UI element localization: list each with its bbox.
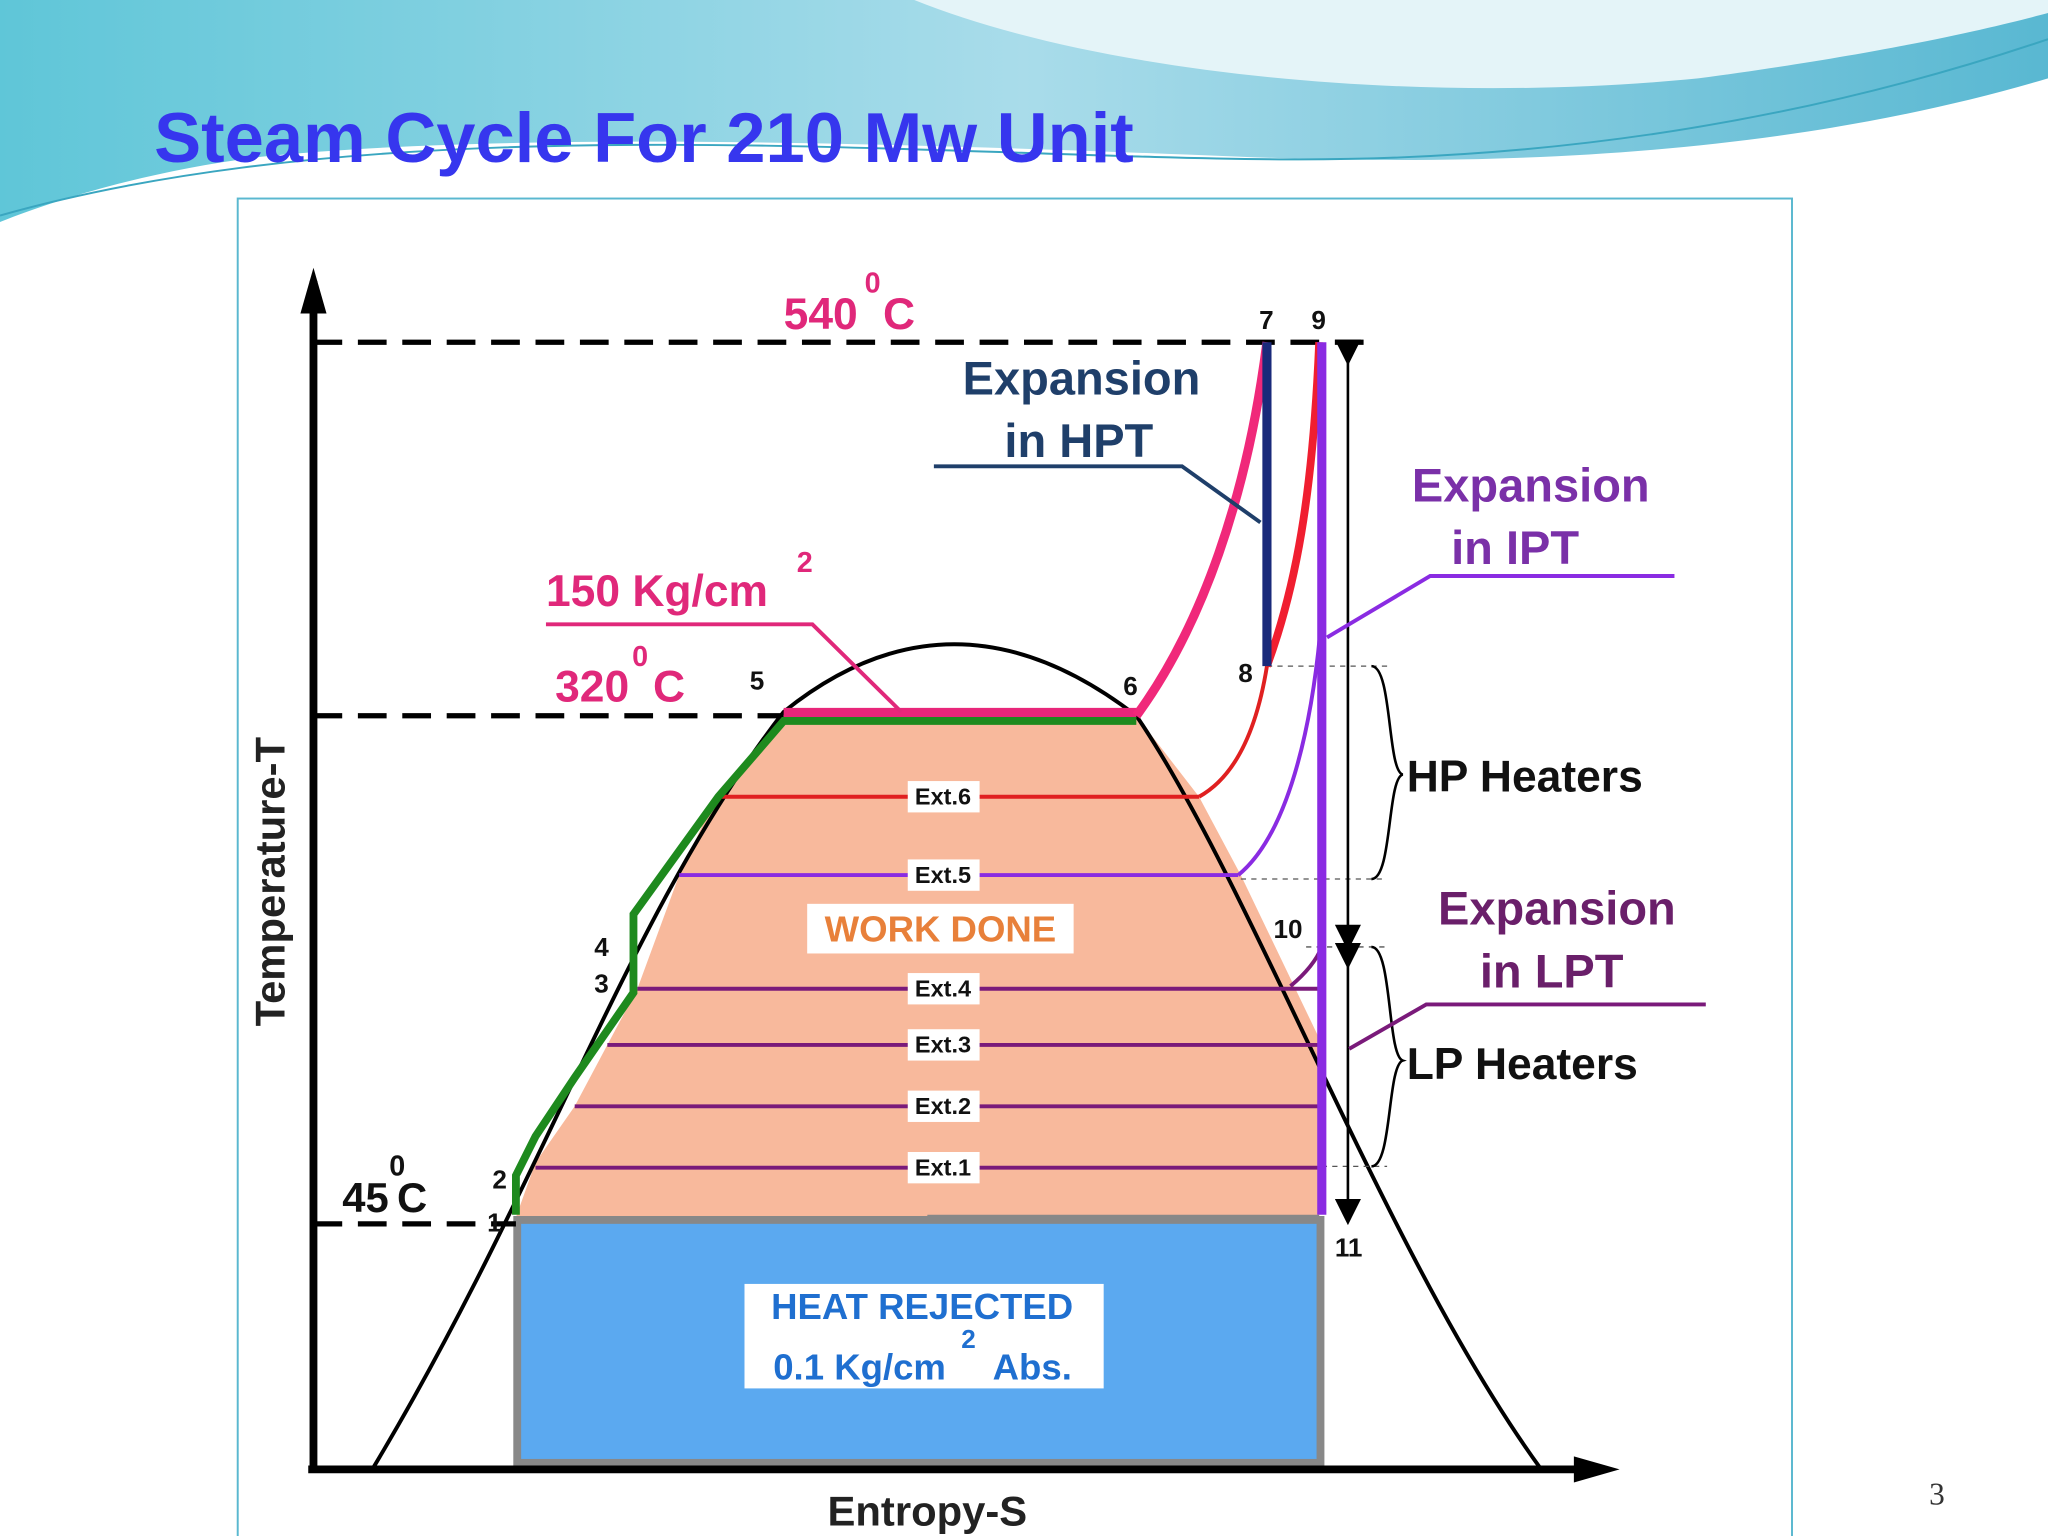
- point-label: 8: [1238, 658, 1253, 688]
- point-label: 6: [1123, 671, 1138, 701]
- ext-label: Ext.3: [915, 1032, 971, 1058]
- ext-bg: [907, 859, 980, 891]
- reheat-curve: [1263, 342, 1324, 668]
- point-label: 7: [1259, 305, 1274, 335]
- hp-extraction-curve: [1198, 665, 1269, 799]
- label-line: Expansion: [1412, 459, 1650, 512]
- ext-bg: [907, 1029, 980, 1061]
- ext-bg: [907, 1090, 980, 1122]
- temp-sup: 0: [865, 268, 881, 300]
- heat-rejected-sup: 2: [961, 1324, 976, 1354]
- point-label: 2: [492, 1165, 507, 1195]
- point-label: 9: [1311, 305, 1326, 335]
- temp-value: 45: [342, 1174, 388, 1221]
- work-done-area: [515, 715, 1320, 1218]
- point-label: 5: [750, 666, 765, 696]
- label-line: in LPT: [1480, 944, 1624, 997]
- work-done-label: WORK DONE: [825, 909, 1057, 950]
- title: Steam Cycle For 210 Mw Unit: [154, 98, 1134, 177]
- temp-sup: 0: [632, 641, 648, 673]
- slide-number: 3: [1929, 1477, 1945, 1512]
- dashed-guides: [313, 339, 1378, 1227]
- x-axis-arrow: [1573, 1456, 1620, 1483]
- ext-bg: [907, 1152, 980, 1184]
- y-axis-label: Temperature-T: [247, 736, 294, 1026]
- ext-bg: [907, 781, 980, 813]
- ext-label: Ext.6: [915, 784, 971, 810]
- lp-heaters-label: LP Heaters: [1407, 1040, 1638, 1089]
- hp-heaters-label: HP Heaters: [1407, 753, 1643, 802]
- point-labels: 1 2 3 4 5 6 7 8 9 10 11: [487, 305, 1362, 1262]
- temperature-45: 45 0 C: [342, 1151, 427, 1222]
- heat-rejected-pressure: 0.1 Kg/cm: [773, 1346, 946, 1387]
- ext-label: Ext.5: [915, 862, 971, 888]
- temp-unit: C: [653, 662, 685, 711]
- point-label: 1: [487, 1208, 502, 1238]
- pressure-sup: 2: [797, 547, 813, 579]
- point-label: 11: [1335, 1232, 1363, 1262]
- temp-unit: C: [883, 290, 915, 339]
- ext-label: Ext.2: [915, 1093, 971, 1119]
- temperature-540: 540 0 C: [784, 268, 915, 340]
- temp-sup: 0: [389, 1151, 405, 1183]
- feed-water-line: [511, 717, 1137, 1215]
- ext-label: Ext.4: [915, 976, 971, 1002]
- pressure-label: 150 Kg/cm: [546, 567, 768, 616]
- heat-rejected-title: HEAT REJECTED: [771, 1286, 1073, 1327]
- temp-value: 320: [555, 662, 629, 711]
- temp-unit: C: [397, 1174, 427, 1221]
- pressure-pointer: [545, 622, 903, 714]
- temperature-320: 320 0 C: [555, 641, 685, 711]
- extraction-labels: Ext.1 Ext.2 Ext.3 Ext.4 Ext.5 Ext.6: [907, 781, 980, 1184]
- ext-bg: [907, 973, 980, 1005]
- label-line: Expansion: [963, 351, 1201, 404]
- ext-label: Ext.1: [915, 1155, 971, 1181]
- x-axis-label: Entropy-S: [828, 1488, 1028, 1535]
- heat-rejected-unit: Abs.: [993, 1346, 1072, 1387]
- label-line: Expansion: [1438, 882, 1676, 935]
- superheat-curve: [1132, 341, 1272, 719]
- heat-rejected-bg: [744, 1283, 1104, 1389]
- lpt-label: Expansion in LPT: [1438, 882, 1676, 998]
- work-done-bg: [807, 903, 1074, 954]
- point-label: 4: [594, 932, 609, 962]
- point-label: 10: [1273, 914, 1302, 944]
- label-line: in IPT: [1451, 521, 1579, 574]
- y-axis-arrow: [300, 267, 327, 314]
- lpt-pointer: [1348, 1002, 1706, 1051]
- hpt-pointer: [933, 464, 1262, 525]
- label-line: in HPT: [1004, 414, 1153, 467]
- header-wave-light: [914, 0, 2048, 89]
- hpt-label: Expansion in HPT: [963, 351, 1201, 467]
- dimension-arrows: [1334, 339, 1407, 1226]
- ipt-pointer: [1326, 574, 1675, 640]
- header-line: [0, 38, 2048, 217]
- ipt-label: Expansion in IPT: [1412, 459, 1650, 575]
- temp-value: 540: [784, 290, 858, 339]
- point-label: 3: [594, 969, 609, 999]
